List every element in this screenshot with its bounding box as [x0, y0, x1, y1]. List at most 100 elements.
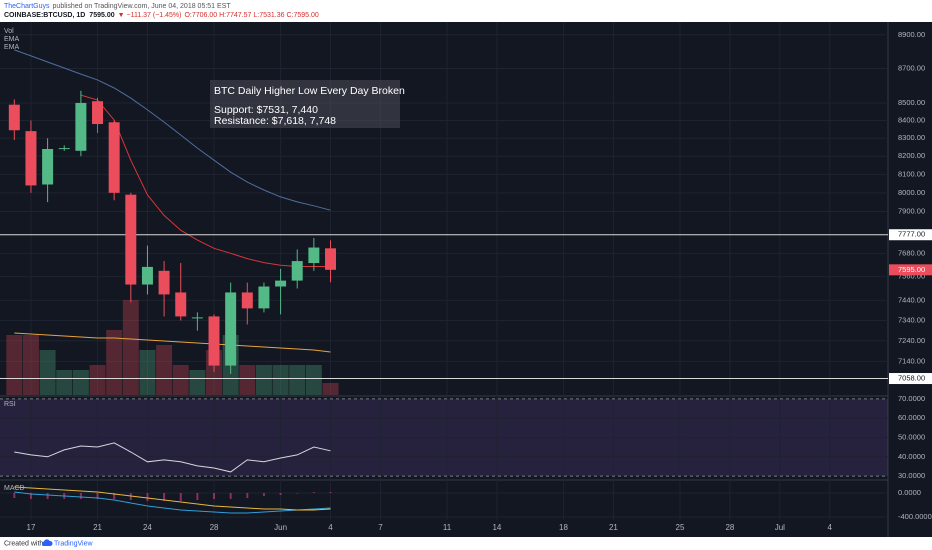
x-tick-label: 4: [828, 523, 833, 532]
candle-body: [258, 286, 270, 309]
macd-histogram: [146, 492, 149, 502]
symbol: COINBASE:BTCUSD, 1D: [4, 12, 85, 19]
last-price: 7595.00: [89, 12, 114, 19]
y-tick-label: 8200.00: [898, 151, 925, 160]
level-label-bg: [889, 373, 932, 385]
ema-line: [14, 49, 331, 211]
volume-bar: [189, 370, 206, 395]
annotation-line: Resistance: $7,618, 7,748: [214, 115, 336, 127]
macd-histogram: [279, 492, 282, 495]
volume-bar: [122, 300, 139, 395]
candle-body: [325, 248, 337, 270]
legend-entry: EMA: [4, 44, 20, 51]
y-tick-label: 8900.00: [898, 30, 925, 39]
candle-body: [92, 101, 104, 125]
macd-histogram: [96, 492, 99, 499]
macd-histogram: [13, 492, 16, 498]
macd-histogram: [79, 492, 82, 499]
y-tick-label: 8000.00: [898, 188, 925, 197]
volume-bar: [239, 365, 256, 395]
volume-bar: [172, 365, 189, 395]
level-label: 7058.00: [898, 374, 925, 383]
candle-body: [225, 292, 237, 366]
candle-body: [108, 122, 120, 193]
volume-bar: [72, 370, 89, 395]
level-label-bg: [889, 229, 932, 241]
macd-histogram: [329, 491, 332, 493]
x-tick-label: 28: [725, 523, 734, 532]
volume-bar: [289, 365, 306, 395]
y-tick-label: 7560.00: [898, 272, 925, 281]
candle-body: [275, 280, 287, 287]
y-tick-label: 8500.00: [898, 98, 925, 107]
macd-histogram: [113, 492, 116, 499]
footer-text: Created with: [4, 540, 43, 547]
footer-bar: [0, 537, 932, 550]
volume-bar: [56, 370, 73, 395]
y-tick-label: 8400.00: [898, 115, 925, 124]
volume-bar: [272, 365, 289, 395]
level-label: 7777.00: [898, 230, 925, 239]
y-tick-label: 7900.00: [898, 206, 925, 215]
volume-bar: [156, 345, 173, 395]
macd-histogram: [262, 492, 265, 496]
symbol-line: COINBASE:BTCUSD, 1D 7595.00 ▼ −111.37 (−1.…: [4, 12, 319, 19]
x-tick-label: Jun: [274, 523, 287, 532]
volume-bar: [106, 330, 123, 395]
x-tick-label: 28: [210, 523, 219, 532]
ohlc: O:7706.00 H:7747.57 L:7531.36 C:7595.00: [184, 12, 318, 19]
rsi-line: [14, 442, 331, 473]
y-tick-label: 7440.00: [898, 295, 925, 304]
x-tick-label: 21: [93, 523, 102, 532]
macd-histogram: [163, 492, 166, 501]
x-tick-label: 17: [27, 523, 36, 532]
volume-bar: [139, 350, 156, 395]
macd-histogram: [179, 492, 182, 501]
y-tick-label: 70.0000: [898, 394, 925, 403]
last-price-label: 7595.00: [898, 265, 925, 274]
macd-histogram: [29, 492, 32, 499]
volume-bar: [39, 350, 56, 395]
macd-histogram: [213, 492, 216, 499]
logo: [41, 539, 53, 546]
macd-histogram: [229, 492, 232, 499]
volume-bar: [6, 335, 23, 395]
candle-body: [8, 104, 20, 131]
candle-body: [141, 266, 153, 285]
candle-body: [175, 292, 187, 317]
candle-body: [58, 148, 70, 150]
x-tick-label: 21: [609, 523, 618, 532]
volume-bar: [305, 365, 322, 395]
candle-body: [241, 292, 253, 309]
candle-body: [208, 316, 220, 366]
annotation-line: Support: $7531, 7,440: [214, 104, 318, 116]
footer-brand[interactable]: TradingView: [54, 540, 93, 547]
y-tick-label: -400.0000: [898, 512, 932, 521]
volume-ma: [14, 332, 331, 353]
macd-histogram: [246, 492, 249, 498]
x-tick-label: Jul: [775, 523, 785, 532]
x-tick-label: 18: [559, 523, 568, 532]
author[interactable]: TheChartGuys: [4, 3, 50, 10]
pane-label: MACD: [4, 485, 25, 492]
macd-histogram: [296, 492, 299, 494]
header-line: TheChartGuys published on TradingView.com…: [4, 3, 231, 10]
macd-histogram: [312, 492, 315, 493]
y-tick-label: 7340.00: [898, 315, 925, 324]
x-tick-label: 11: [443, 523, 452, 532]
candle-body: [308, 247, 320, 264]
y-tick-label: 50.0000: [898, 433, 925, 442]
candle-body: [158, 270, 170, 295]
y-tick-label: 7680.00: [898, 248, 925, 257]
header-bar: [0, 0, 932, 22]
x-tick-label: 14: [492, 523, 501, 532]
y-tick-label: 40.0000: [898, 452, 925, 461]
candle-body: [191, 317, 203, 319]
x-tick-label: 7: [378, 523, 383, 532]
macd-line: [14, 491, 331, 514]
y-tick-label: 30.0000: [898, 471, 925, 480]
macd-histogram: [196, 492, 199, 501]
